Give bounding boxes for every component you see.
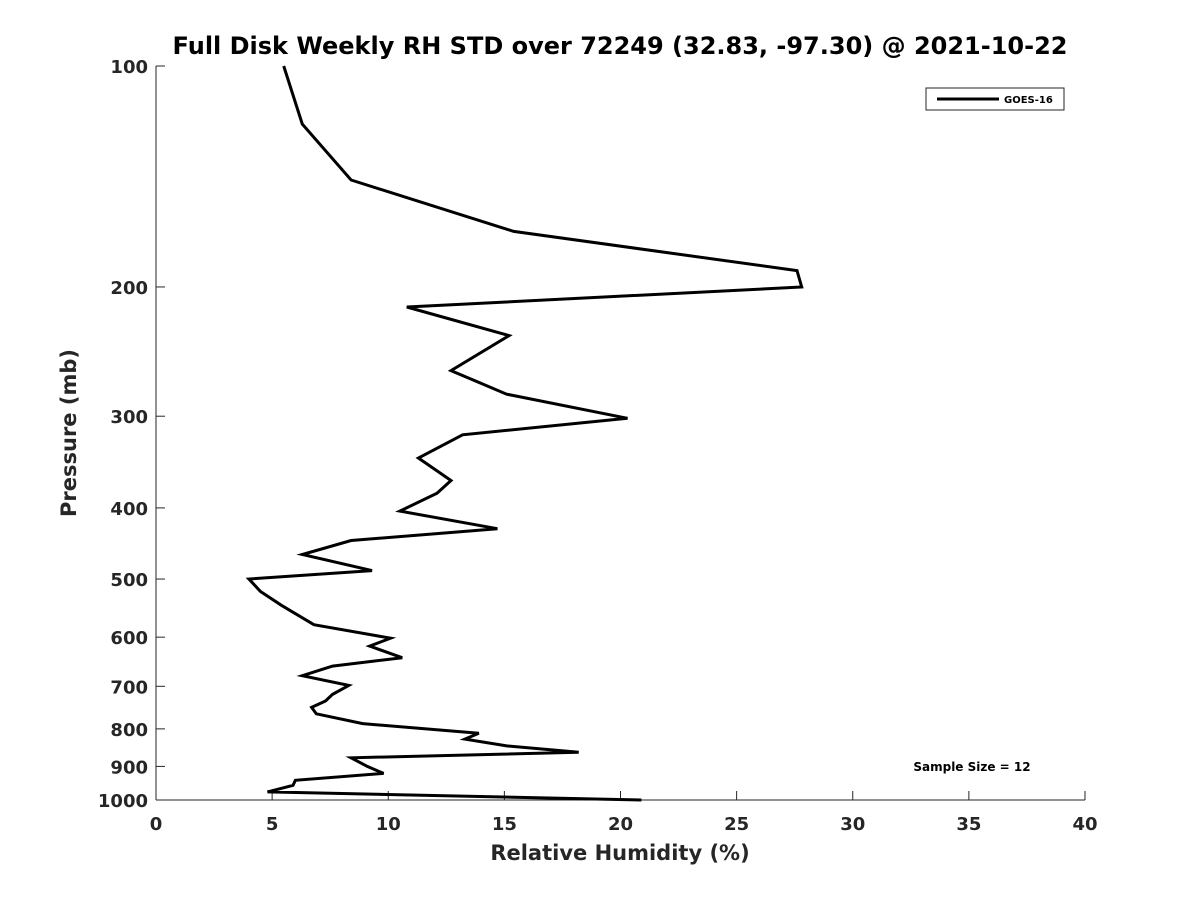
series-line xyxy=(245,65,804,802)
y-tick-label: 900 xyxy=(110,757,148,778)
y-tick-label: 100 xyxy=(110,57,148,78)
y-tick-label: 600 xyxy=(110,628,148,649)
x-tick-label: 5 xyxy=(266,814,279,835)
chart-title: Full Disk Weekly RH STD over 72249 (32.8… xyxy=(173,32,1068,60)
x-ticks: 0 5 10 15 20 25 30 35 40 xyxy=(150,791,1098,835)
y-tick-label: 500 xyxy=(110,570,148,591)
y-tick-label: 300 xyxy=(110,407,148,428)
x-axis-label: Relative Humidity (%) xyxy=(490,841,749,865)
x-tick-label: 0 xyxy=(150,814,163,835)
y-tick-label: 800 xyxy=(110,720,148,741)
legend: GOES-16 xyxy=(925,87,1065,111)
y-tick-label: 400 xyxy=(110,499,148,520)
y-tick-label: 1000 xyxy=(98,791,148,812)
x-tick-label: 20 xyxy=(608,814,633,835)
x-tick-label: 15 xyxy=(492,814,517,835)
series-layer xyxy=(245,65,804,802)
x-tick-label: 10 xyxy=(376,814,401,835)
y-tick-label: 200 xyxy=(110,278,148,299)
sample-size-annotation: Sample Size = 12 xyxy=(913,760,1030,774)
x-tick-label: 40 xyxy=(1072,814,1097,835)
plot-area: 0 5 10 15 20 25 30 35 40 100 200 300 400 500 600 700 80… xyxy=(98,57,1098,835)
y-tick-label: 700 xyxy=(110,677,148,698)
x-tick-label: 35 xyxy=(956,814,981,835)
legend-label: GOES-16 xyxy=(1004,95,1053,106)
y-ticks: 100 200 300 400 500 600 700 800 900 1000 xyxy=(98,57,165,812)
x-tick-label: 30 xyxy=(840,814,865,835)
y-axis-label: Pressure (mb) xyxy=(57,349,81,517)
x-tick-label: 25 xyxy=(724,814,749,835)
